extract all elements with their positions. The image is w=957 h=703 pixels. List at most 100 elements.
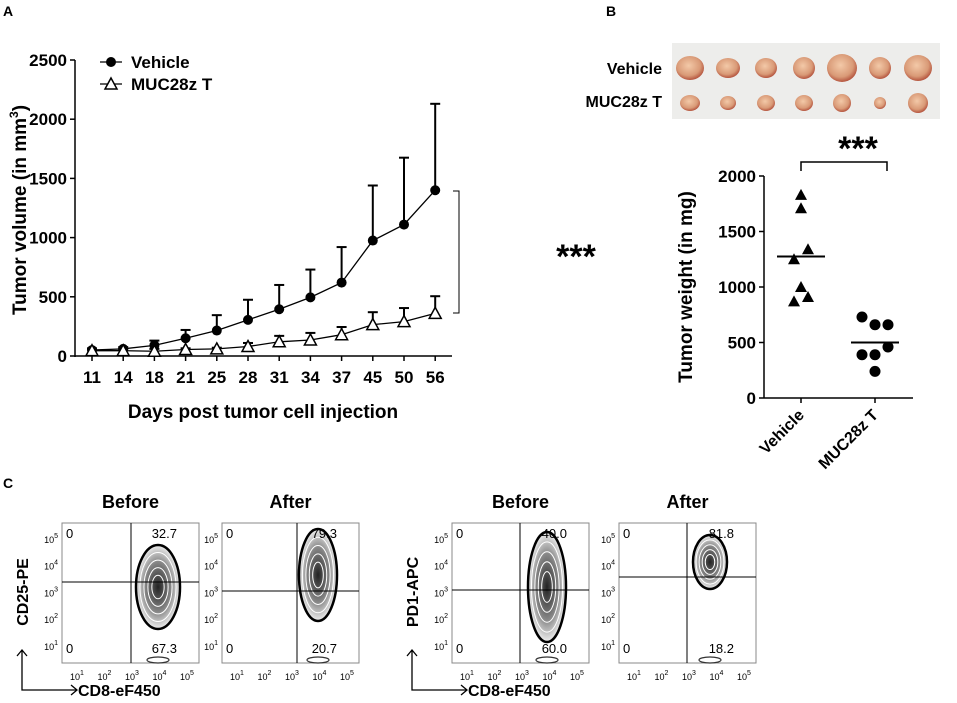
contour (146, 656, 170, 664)
flow-plot-cd25-after: After 0 0 79.3 20.7 101 101 102 102 103 103 104 104 1… (204, 492, 360, 682)
tumor (680, 95, 700, 111)
y-tick-label: 105 (601, 533, 615, 545)
quadrant-lr: 18.2 (709, 641, 734, 656)
tumor (874, 97, 886, 109)
flow-plot-pd1-after: After 0 0 81.8 18.2 101 101 102 102 103 103 104 104 1… (601, 492, 757, 682)
y-tick-label: 1000 (718, 278, 756, 297)
x-tick-label: 101 (460, 670, 474, 682)
data-point (430, 185, 441, 196)
plot-title: Before (492, 492, 549, 512)
x-tick-label: 101 (627, 670, 641, 682)
contour (704, 553, 716, 571)
x-tick-label: 104 (313, 670, 327, 682)
x-tick-label: 102 (488, 670, 502, 682)
y-tick-label: 101 (601, 640, 615, 652)
y-tick-label: 1000 (29, 229, 67, 248)
x-tick-label: 104 (543, 670, 557, 682)
series-line (91, 189, 436, 351)
y-tick-label: 103 (44, 586, 58, 598)
significance-stars: *** (556, 238, 596, 276)
arrowhead-icon (406, 648, 469, 696)
legend-label: Vehicle (131, 53, 190, 72)
data-point (305, 292, 316, 303)
panel-label-c: C (3, 475, 13, 491)
data-point (802, 290, 814, 302)
significance-bracket (800, 161, 888, 171)
data-point (399, 219, 409, 230)
data-point (180, 333, 191, 344)
y-tick-label: 101 (44, 640, 58, 652)
contour (312, 561, 324, 589)
plot-title: After (666, 492, 708, 512)
data-point (869, 319, 881, 331)
x-tick-label: MUC28z T (816, 407, 882, 473)
significance-stars: *** (838, 130, 878, 168)
x-tick-label: 101 (70, 670, 84, 682)
x-tick-label: 18 (145, 368, 164, 387)
data-point (795, 188, 807, 200)
y-tick-label: 2000 (29, 110, 67, 129)
x-axis-label: Days post tumor cell injection (128, 402, 398, 423)
tumor (904, 55, 932, 81)
quadrant-ur: 40.0 (542, 526, 567, 541)
quadrant-ur: 32.7 (152, 526, 177, 541)
legend-marker (103, 76, 119, 90)
quadrant-ll: 0 (623, 641, 630, 656)
contour (134, 543, 182, 631)
y-tick-label: 1500 (29, 169, 67, 188)
x-tick-label: 103 (125, 670, 139, 682)
contour (534, 551, 560, 623)
quadrant-ur: 81.8 (709, 526, 734, 541)
data-point (115, 343, 131, 357)
contour (308, 553, 328, 597)
y-tick-label: 101 (204, 640, 218, 652)
data-point (396, 314, 412, 328)
quadrant-ll: 0 (226, 641, 233, 656)
y-tick-label: 104 (204, 560, 218, 572)
series-vehicle (87, 102, 441, 356)
data-point (209, 341, 225, 355)
contour (691, 533, 729, 591)
x-tick-label: 34 (301, 368, 320, 387)
x-tick-label: 45 (363, 368, 382, 387)
quadrant-lr: 20.7 (312, 641, 337, 656)
quadrant-ul: 0 (623, 526, 630, 541)
y-tick-label: 102 (601, 613, 615, 625)
legend-marker (106, 57, 116, 67)
data-point (336, 277, 347, 288)
quadrant-ur: 79.3 (312, 526, 337, 541)
data-point (795, 202, 807, 214)
data-point (427, 305, 443, 320)
tumor (908, 93, 928, 113)
quadrant-ll: 0 (66, 641, 73, 656)
x-tick-label: 31 (270, 368, 289, 387)
data-point (240, 338, 256, 353)
contour (526, 530, 568, 644)
group-vehicle (777, 188, 825, 307)
y-tick-label: 104 (601, 560, 615, 572)
data-point (178, 341, 193, 356)
y-tick-label: 105 (434, 533, 448, 545)
y-tick-label: 101 (434, 640, 448, 652)
contour (139, 552, 177, 622)
contour (695, 539, 725, 585)
y-tick-label: 500 (728, 334, 756, 353)
data-point (869, 349, 881, 361)
contour (537, 561, 557, 613)
y-tick-label: 0 (58, 347, 67, 366)
significance-bracket (453, 190, 460, 314)
quadrant-lr: 67.3 (152, 641, 177, 656)
data-point (211, 325, 222, 336)
flow-cytometry-panels: CD25-PE CD8-eF450 Before 0 0 32.7 67.3 101 101 10… (15, 492, 757, 700)
tumor-photo (672, 43, 940, 119)
data-point (274, 304, 285, 315)
y-axis-label: Tumor volume (in mm3) (7, 105, 31, 315)
x-tick-label: 105 (180, 670, 194, 682)
contour (701, 549, 719, 575)
tumor (716, 58, 740, 78)
y-tick-label: 1500 (718, 223, 756, 242)
data-point (802, 243, 814, 255)
data-point (788, 295, 800, 307)
contour (151, 574, 165, 600)
